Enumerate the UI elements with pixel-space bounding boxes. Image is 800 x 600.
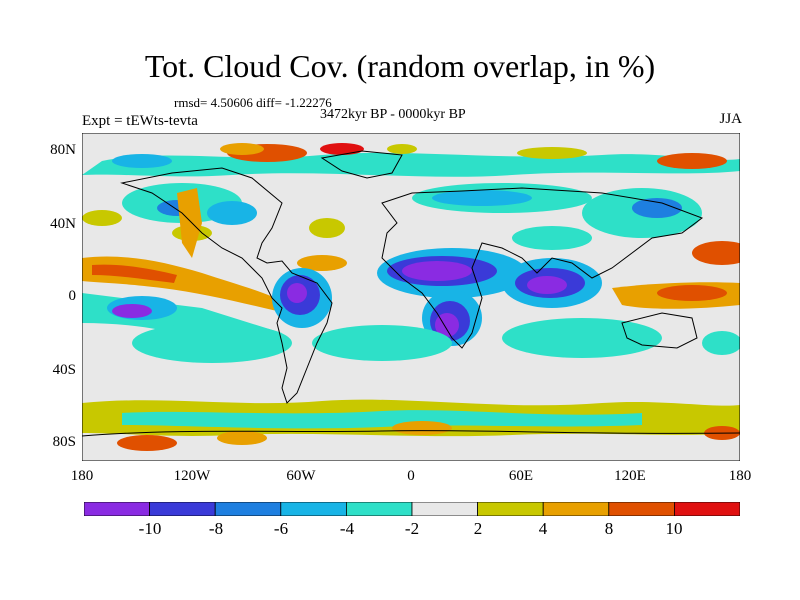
cloud-cover-anomaly-map xyxy=(82,133,740,461)
colorbar-segment xyxy=(411,502,478,516)
lon-tick-120e: 120E xyxy=(614,468,646,484)
lon-tick-60e: 60E xyxy=(508,468,534,484)
colorbar-segment xyxy=(84,502,150,516)
colorbar-segment xyxy=(608,502,675,516)
lat-tick-0: 0 xyxy=(68,288,77,304)
americas-coastline xyxy=(120,167,333,404)
lon-tick-180e: 180 xyxy=(728,468,752,484)
eurasia-africa-coastline xyxy=(381,187,704,349)
colorbar-label: 10 xyxy=(665,519,683,538)
colorbar xyxy=(84,502,740,516)
season-label: JJA xyxy=(719,111,742,127)
colorbar-segment xyxy=(674,502,740,516)
colorbar-label: -4 xyxy=(339,519,355,538)
lat-tick-80s: 80S xyxy=(52,434,76,450)
colorbar-label: -8 xyxy=(208,519,224,538)
experiment-label: Expt = tEWts-tevta xyxy=(82,113,198,129)
lon-tick-120w: 120W xyxy=(173,468,211,484)
colorbar-segment xyxy=(214,502,282,516)
australia-coastline xyxy=(621,312,698,349)
plot-title: Tot. Cloud Cov. (random overlap, in %) xyxy=(144,48,656,84)
colorbar-segment xyxy=(280,502,347,516)
lon-tick-180w: 180 xyxy=(70,468,94,484)
colorbar-segment xyxy=(149,502,216,516)
lon-tick-0: 0 xyxy=(407,468,415,484)
coastlines xyxy=(82,150,740,437)
colorbar-label: 4 xyxy=(538,519,548,538)
colorbar-label: 2 xyxy=(473,519,483,538)
anomaly-field xyxy=(82,143,740,451)
colorbar-label: -6 xyxy=(273,519,289,538)
antarctica-coastline xyxy=(82,430,740,437)
lat-tick-80n: 80N xyxy=(50,142,76,158)
lon-tick-60w: 60W xyxy=(286,468,316,484)
lat-tick-40s: 40S xyxy=(52,362,76,378)
greenland-coastline xyxy=(320,150,403,179)
colorbar-segment xyxy=(542,502,610,516)
colorbar-label: -10 xyxy=(138,519,162,538)
period-label: 3472kyr BP - 0000kyr BP xyxy=(320,107,466,122)
lat-tick-40n: 40N xyxy=(50,216,76,232)
colorbar-label: 8 xyxy=(604,519,614,538)
statistics-label: rmsd= 4.50606 diff= -1.22276 xyxy=(174,95,332,110)
colorbar-segment xyxy=(345,502,413,516)
colorbar-label: -2 xyxy=(404,519,420,538)
colorbar-segment xyxy=(477,502,544,516)
